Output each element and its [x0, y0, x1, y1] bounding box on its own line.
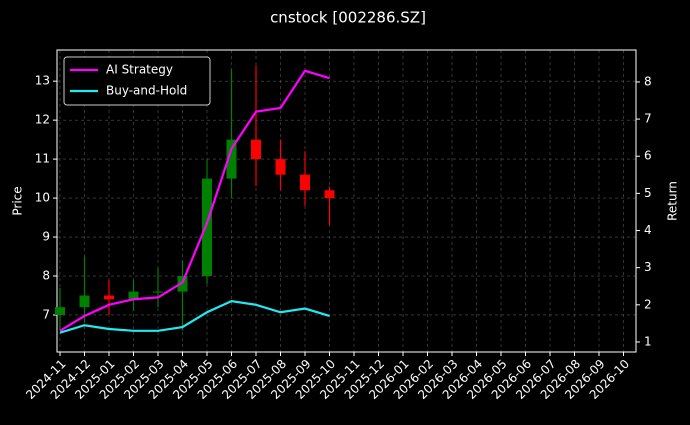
y2-tick-label: 3 — [644, 260, 652, 274]
candle-body — [251, 139, 261, 160]
y-tick-label: 7 — [42, 307, 50, 321]
series-line — [59, 69, 330, 332]
grid — [57, 50, 636, 352]
y-tick-label: 12 — [35, 113, 50, 127]
candle-body — [128, 291, 139, 300]
y2-tick-label: 2 — [644, 297, 652, 311]
y-tick-label: 11 — [35, 152, 50, 166]
y2-tick-label: 5 — [644, 186, 652, 200]
y-tick-label: 13 — [35, 74, 50, 88]
y2-axis-label: Return — [666, 181, 680, 221]
candle-body — [104, 295, 114, 300]
y-axis-label: Price — [11, 186, 25, 215]
y2-tick-label: 1 — [644, 334, 652, 348]
series-line — [59, 299, 330, 334]
candle-body — [226, 139, 237, 179]
legend-label: AI Strategy — [106, 63, 173, 77]
y-tick-label: 8 — [42, 269, 50, 283]
candle-body — [300, 174, 310, 191]
candle-body — [153, 291, 163, 293]
y-tick-label: 10 — [35, 191, 50, 205]
y2-tick-label: 7 — [644, 112, 652, 126]
legend-label: Buy-and-Hold — [106, 84, 187, 98]
candle-body — [275, 159, 286, 175]
candle-body — [79, 295, 90, 308]
y2-tick-label: 8 — [644, 74, 652, 88]
chart-title: cnstock [002286.SZ] — [270, 9, 426, 27]
candle-body — [202, 178, 212, 277]
candle-body — [324, 190, 335, 199]
candle-body — [55, 307, 65, 315]
plot-frame — [56, 49, 637, 353]
legend-box — [63, 56, 211, 106]
y-tick-label: 9 — [42, 230, 50, 244]
y2-tick-label: 6 — [644, 149, 652, 163]
y2-tick-label: 4 — [644, 223, 652, 237]
